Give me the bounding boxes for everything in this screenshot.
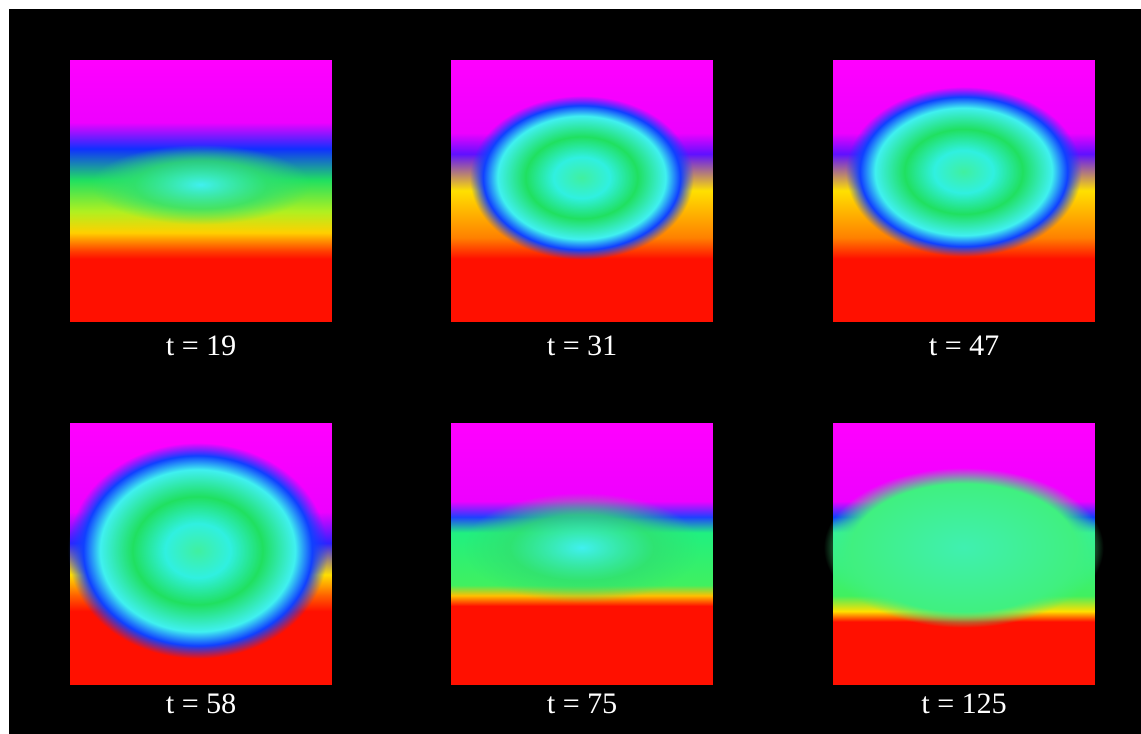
panel-label: t = 31 (547, 329, 617, 362)
panel-label: t = 58 (166, 687, 236, 720)
panel (824, 423, 1104, 685)
panel (70, 60, 332, 322)
panel (451, 423, 713, 685)
panel-label: t = 19 (166, 329, 236, 362)
panel (833, 60, 1095, 322)
panel-label: t = 125 (921, 687, 1006, 720)
panel-label: t = 47 (929, 329, 999, 362)
panel (451, 60, 713, 322)
panel-label: t = 75 (547, 687, 617, 720)
panel (68, 423, 332, 685)
